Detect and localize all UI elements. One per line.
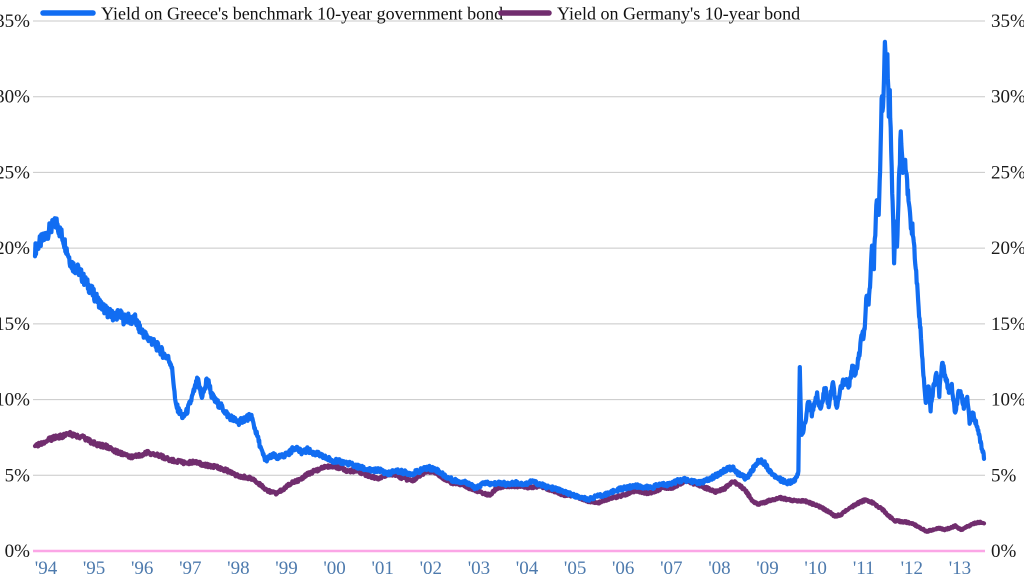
- y-axis-labels-left: 0% 5% 10% 15% 20% 25% 30% 35%: [0, 11, 30, 562]
- greece-yield-line: [32, 39, 987, 503]
- y-axis-label-right-20: 20%: [991, 238, 1024, 259]
- x-axis-label-12: '12: [901, 558, 923, 579]
- y-axis-label-left-25: 25%: [0, 162, 30, 183]
- y-axis-label-left-0: 0%: [5, 541, 31, 562]
- y-axis-label-left-35: 35%: [0, 11, 30, 32]
- x-axis-label-98: '98: [227, 558, 249, 579]
- x-axis-label-96: '96: [131, 558, 153, 579]
- x-axis-label-07: '07: [660, 558, 682, 579]
- x-axis-label-94: '94: [35, 558, 58, 579]
- series-lines: [32, 39, 987, 534]
- x-axis-label-01: '01: [371, 558, 393, 579]
- y-axis-labels-right: 0% 5% 10% 15% 20% 25% 30% 35%: [991, 11, 1024, 562]
- x-axis-label-05: '05: [564, 558, 586, 579]
- x-axis-label-11: '11: [853, 558, 875, 579]
- x-axis-label-97: '97: [179, 558, 201, 579]
- y-axis-label-right-10: 10%: [991, 390, 1024, 411]
- x-axis-label-04: '04: [516, 558, 539, 579]
- legend-label-germany: Yield on Germany's 10-year bond: [557, 4, 800, 24]
- x-axis-label-02: '02: [420, 558, 442, 579]
- y-axis-label-right-35: 35%: [991, 11, 1024, 32]
- y-axis-label-left-30: 30%: [0, 87, 30, 108]
- y-axis-label-left-15: 15%: [0, 314, 30, 335]
- x-axis-label-06: '06: [612, 558, 634, 579]
- gridlines: [33, 20, 985, 553]
- y-axis-label-right-15: 15%: [991, 314, 1024, 335]
- y-axis-label-left-10: 10%: [0, 390, 30, 411]
- x-axis-label-03: '03: [468, 558, 490, 579]
- x-axis-label-08: '08: [708, 558, 730, 579]
- x-axis-labels: '94 '95 '96 '97 '98 '99 '00 '01 '02 '03 '04 '05 '06 '…: [35, 558, 971, 579]
- y-axis-label-right-25: 25%: [991, 162, 1024, 183]
- y-axis-label-right-5: 5%: [991, 465, 1017, 486]
- legend: Yield on Greece's benchmark 10-year gove…: [40, 4, 800, 24]
- y-axis-label-left-20: 20%: [0, 238, 30, 259]
- x-axis-label-00: '00: [323, 558, 345, 579]
- x-axis-label-95: '95: [83, 558, 105, 579]
- x-axis-label-99: '99: [275, 558, 297, 579]
- legend-label-greece: Yield on Greece's benchmark 10-year gove…: [101, 4, 503, 24]
- x-axis-label-13: '13: [949, 558, 971, 579]
- x-axis-label-09: '09: [756, 558, 778, 579]
- x-axis-label-10: '10: [804, 558, 826, 579]
- y-axis-label-right-30: 30%: [991, 87, 1024, 108]
- y-axis-label-left-5: 5%: [5, 465, 31, 486]
- y-axis-label-right-0: 0%: [991, 541, 1017, 562]
